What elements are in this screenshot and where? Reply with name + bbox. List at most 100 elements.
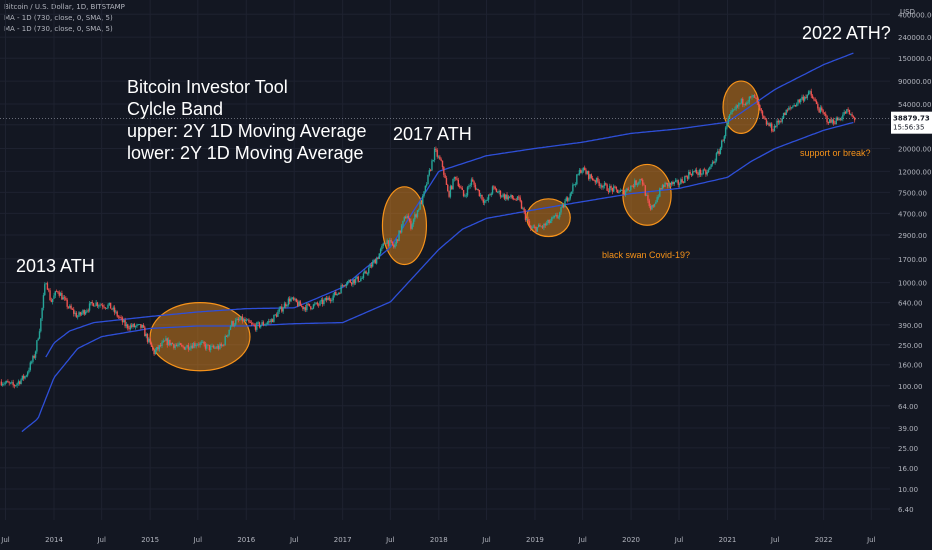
candle-body bbox=[576, 174, 578, 185]
highlight-ellipse bbox=[722, 80, 760, 134]
candle-body bbox=[556, 214, 558, 218]
candle-body bbox=[807, 91, 810, 95]
candle-body bbox=[802, 96, 805, 101]
candle-body bbox=[45, 283, 47, 285]
candle-body bbox=[851, 114, 853, 117]
candle-body bbox=[246, 319, 249, 321]
candle-body bbox=[266, 322, 269, 324]
candle-body bbox=[53, 295, 55, 299]
candle-body bbox=[844, 111, 847, 114]
candle-body bbox=[544, 223, 546, 226]
candle-body bbox=[638, 182, 640, 184]
candle-body bbox=[210, 346, 212, 351]
annotation-label: 2013 ATH bbox=[16, 256, 95, 276]
upper-band-line bbox=[45, 52, 854, 358]
candle-body bbox=[774, 126, 777, 127]
candle-body bbox=[362, 273, 365, 278]
x-tick-label: Jul bbox=[770, 536, 780, 544]
candle-body bbox=[843, 111, 845, 115]
candle-body bbox=[33, 355, 35, 358]
candle-body bbox=[839, 118, 841, 120]
candle-body bbox=[371, 261, 374, 267]
candle-body bbox=[57, 291, 59, 293]
candle-body bbox=[34, 351, 37, 358]
ma-line-2[interactable]: MA - 1D (730, close, 0, SMA, 5) bbox=[4, 25, 113, 33]
candle-body bbox=[258, 322, 261, 328]
candle-body bbox=[190, 345, 192, 349]
candle-body bbox=[295, 298, 298, 302]
y-tick-label: 90000.00 bbox=[898, 78, 931, 86]
candle-body bbox=[731, 110, 733, 112]
candle-body bbox=[702, 169, 704, 174]
candle-body bbox=[399, 230, 402, 233]
annotations: 2013 ATH 2017 ATH 2022 ATH? black swan Covi… bbox=[16, 23, 891, 276]
candle-body bbox=[393, 244, 395, 248]
candle-body bbox=[152, 346, 154, 350]
candle-body bbox=[578, 170, 581, 175]
ma-line-1[interactable]: MA - 1D (730, close, 0, SMA, 5) bbox=[4, 14, 113, 22]
candle-body bbox=[594, 180, 596, 183]
candle-body bbox=[533, 226, 536, 228]
price-axis[interactable]: 6.40 10.00 16.00 25.00 39.00 64.00 100.00 160.0… bbox=[0, 0, 932, 514]
candle-body bbox=[415, 214, 417, 217]
y-tick-label: 390.00 bbox=[898, 322, 923, 330]
candle-body bbox=[208, 344, 211, 351]
x-tick-label: 2016 bbox=[237, 536, 255, 544]
y-tick-label: 20000.00 bbox=[898, 145, 931, 153]
title-line: Bitcoin Investor Tool bbox=[127, 77, 288, 97]
candle-body bbox=[605, 183, 607, 185]
candle-body bbox=[427, 174, 429, 185]
candle-body bbox=[300, 305, 303, 307]
candle-body bbox=[156, 347, 158, 351]
candle-body bbox=[561, 204, 564, 208]
candle-body bbox=[478, 190, 481, 197]
candle-body bbox=[738, 103, 740, 107]
candle-body bbox=[694, 170, 697, 172]
candle-body bbox=[506, 194, 508, 200]
candle-body bbox=[124, 320, 126, 327]
candle-body bbox=[420, 202, 423, 205]
candle-body bbox=[21, 375, 24, 380]
candle-body bbox=[25, 375, 28, 377]
candle-body bbox=[505, 194, 507, 199]
candle-body bbox=[220, 343, 222, 347]
candle-body bbox=[7, 381, 9, 383]
candle-body bbox=[595, 177, 598, 183]
candle-body bbox=[408, 218, 411, 221]
candle-body bbox=[173, 344, 175, 348]
candle-body bbox=[589, 174, 591, 179]
candle-body bbox=[343, 285, 345, 287]
candle-body bbox=[801, 96, 803, 100]
candle-body bbox=[198, 344, 200, 346]
x-tick-label: 2018 bbox=[430, 536, 448, 544]
candle-body bbox=[157, 347, 159, 350]
candle-body bbox=[645, 195, 648, 196]
symbol-line[interactable]: Bitcoin / U.S. Dollar, 1D, BITSTAMP bbox=[4, 3, 125, 11]
candle-body bbox=[192, 343, 195, 349]
candle-body bbox=[649, 205, 652, 210]
candle-body bbox=[445, 178, 448, 185]
candle-body bbox=[817, 104, 819, 109]
y-tick-label: 150000.00 bbox=[898, 55, 932, 63]
candle-body bbox=[535, 226, 537, 232]
y-tick-label: 6.40 bbox=[898, 506, 914, 514]
candle-body bbox=[757, 102, 760, 106]
candle-body bbox=[203, 341, 205, 345]
candle-body bbox=[90, 301, 92, 304]
candle-body bbox=[838, 118, 840, 121]
candle-body bbox=[159, 345, 162, 347]
candle-body bbox=[451, 186, 453, 190]
candle-body bbox=[286, 305, 288, 307]
y-tick-label: 240000.00 bbox=[898, 34, 932, 42]
candle-body bbox=[403, 217, 406, 221]
candle-body bbox=[419, 202, 421, 210]
time-axis[interactable]: Jul 2014 Jul 2015 Jul 2016 Jul 2017 Jul 2018 Jul 20… bbox=[0, 536, 875, 544]
candle-body bbox=[379, 249, 382, 254]
candle-body bbox=[274, 314, 276, 316]
candle-body bbox=[852, 116, 855, 118]
candle-body bbox=[634, 180, 636, 187]
candle-body bbox=[275, 314, 278, 317]
candle-body bbox=[213, 347, 216, 349]
candle-body bbox=[320, 299, 323, 302]
